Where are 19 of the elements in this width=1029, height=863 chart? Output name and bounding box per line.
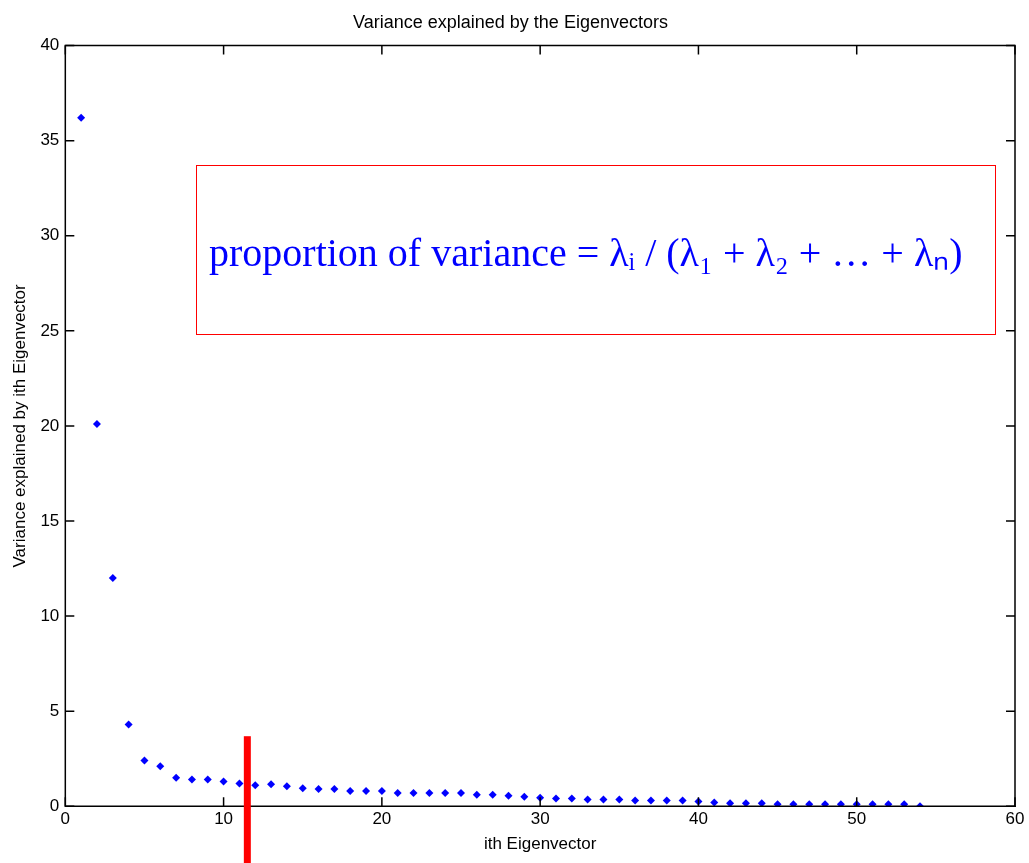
y-tick-label: 10 (40, 605, 60, 625)
x-tick-label: 30 (530, 809, 550, 829)
y-tick-label: 30 (40, 225, 60, 245)
chart-title: Variance explained by the Eigenvectors (353, 11, 668, 32)
y-tick-label: 20 (40, 415, 60, 435)
x-tick-label: 50 (847, 809, 867, 829)
x-tick-label: 10 (214, 809, 234, 829)
x-axis-title: ith Eigenvector (483, 834, 597, 854)
x-tick-label: 20 (372, 809, 392, 829)
y-tick-label: 5 (49, 700, 60, 720)
y-tick-label: 35 (40, 130, 60, 150)
x-tick-label: 60 (1005, 809, 1025, 829)
x-tick-label: 40 (688, 809, 708, 829)
y-tick-label: 25 (40, 320, 60, 340)
y-tick-label: 0 (49, 795, 60, 815)
formula-box: proportion of variance = λᵢ / (λ₁ + λ₂ + … + λₙ) (196, 165, 996, 335)
y-tick-label: 15 (40, 510, 60, 530)
y-axis-title: Variance explained by ith Eigenvector (9, 283, 29, 568)
y-tick-label: 40 (40, 35, 60, 55)
